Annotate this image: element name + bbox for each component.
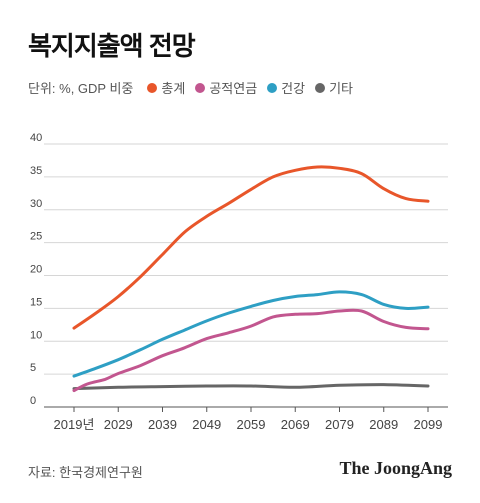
y-tick-label: 40: [30, 132, 42, 144]
brand-logo: The JoongAng: [339, 458, 452, 478]
x-tick-label: 2039: [148, 417, 177, 432]
x-tick-label: 2079: [325, 417, 354, 432]
legend-dot-health: [267, 82, 278, 93]
x-tick-label: 2089: [369, 417, 398, 432]
y-tick-label: 30: [30, 198, 42, 210]
legend-label-other: 기타: [329, 81, 354, 96]
y-tick-label: 20: [30, 264, 42, 276]
legend-dot-pension: [195, 82, 206, 93]
x-tick-label: 2069: [281, 417, 310, 432]
x-tick-label: 2049: [192, 417, 221, 432]
series-line-total: [72, 165, 430, 330]
series-line-health: [72, 290, 430, 378]
legend-item-total: 총계: [147, 78, 185, 97]
x-tick-label: 2019년: [54, 417, 95, 432]
chart-title: 복지지출액 전망: [28, 31, 196, 61]
x-tick-label: 2099: [414, 417, 443, 432]
legend-label-pension: 공적연금: [209, 81, 258, 96]
y-tick-label: 10: [30, 329, 42, 341]
y-tick-label: 15: [30, 296, 42, 308]
unit-label: 단위: %, GDP 비중: [28, 81, 134, 96]
legend: 단위: %, GDP 비중 총계 공적연금 건강 기타: [28, 78, 363, 97]
legend-item-pension: 공적연금: [195, 78, 257, 97]
legend-label-health: 건강: [281, 81, 306, 96]
legend-item-other: 기타: [315, 78, 353, 97]
legend-item-health: 건강: [267, 78, 305, 97]
y-tick-label: 0: [30, 395, 36, 407]
y-tick-label: 35: [30, 165, 42, 177]
x-tick-label: 2059: [237, 417, 266, 432]
legend-label-total: 총계: [161, 81, 186, 96]
series-line-pension: [72, 308, 430, 393]
legend-dot-total: [147, 82, 158, 93]
x-tick-label: 2029: [104, 417, 133, 432]
y-tick-label: 5: [30, 362, 36, 374]
y-tick-label: 25: [30, 231, 42, 243]
series-line-other: [72, 383, 430, 391]
legend-dot-other: [315, 82, 326, 93]
source-note: 자료: 한국경제연구원: [28, 465, 143, 480]
